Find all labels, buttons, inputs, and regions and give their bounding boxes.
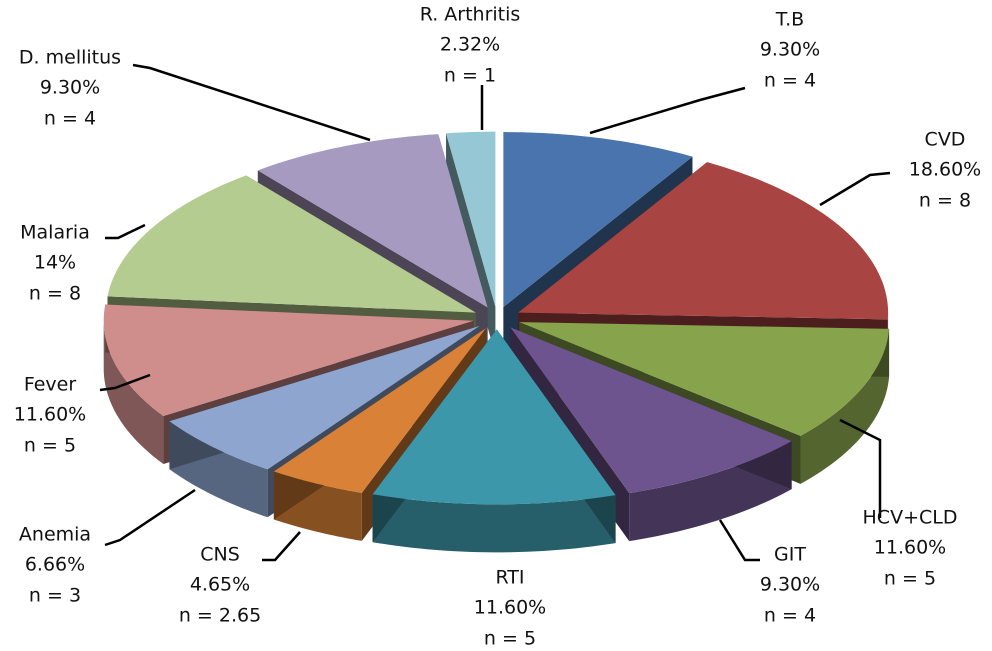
slice (257, 134, 488, 308)
slice (519, 322, 890, 436)
leader-line (99, 373, 151, 392)
slice (446, 131, 496, 307)
leader-line (132, 63, 371, 142)
slice-label: CVD (925, 129, 966, 151)
percent-label: 18.60% (909, 159, 981, 181)
percent-label: 11.60% (874, 537, 946, 559)
slice-label: RTI (495, 567, 524, 589)
slice (169, 325, 480, 470)
slice (510, 327, 792, 494)
slice (503, 132, 693, 308)
leader-line (718, 519, 760, 562)
slice (372, 329, 616, 505)
percent-label: 4.65% (190, 574, 250, 596)
slice (273, 328, 486, 493)
slice-side (800, 328, 890, 484)
leader-line (105, 223, 146, 240)
slice (518, 162, 889, 320)
slice-label: GIT (774, 544, 806, 566)
leader-line (589, 86, 746, 135)
leader-line (104, 488, 196, 547)
count-label: n = 3 (29, 585, 81, 607)
slice-label: R. Arthritis (420, 4, 521, 26)
count-label: n = 5 (884, 568, 936, 590)
percent-label: 11.60% (14, 404, 86, 426)
slice-label: D. mellitus (19, 47, 121, 69)
slice-label: CNS (200, 544, 240, 566)
slice (107, 175, 476, 313)
percent-label: 6.66% (25, 554, 85, 576)
slice-side (103, 320, 164, 465)
slice-label: Fever (24, 374, 77, 396)
count-label: n = 5 (24, 435, 76, 457)
count-label: n = 2.65 (179, 605, 261, 627)
slice-side (372, 494, 616, 553)
slice-label: HCV+CLD (863, 507, 958, 529)
slice-label: Malaria (20, 222, 90, 244)
percent-label: 9.30% (760, 39, 820, 61)
leader-line (839, 418, 882, 518)
percent-label: 11.60% (474, 597, 546, 619)
count-label: n = 4 (764, 70, 816, 92)
count-label: n = 8 (919, 190, 971, 212)
percent-label: 9.30% (40, 77, 100, 99)
count-label: n = 4 (764, 605, 816, 627)
count-label: n = 5 (484, 628, 536, 650)
percent-label: 2.32% (440, 34, 500, 56)
leader-line (262, 531, 301, 562)
slice-label: T.B (775, 9, 804, 31)
count-label: n = 4 (44, 108, 96, 130)
percent-label: 9.30% (760, 574, 820, 596)
slice-label: Anemia (19, 524, 91, 546)
leader-line (819, 171, 891, 207)
count-label: n = 8 (29, 283, 81, 305)
percent-label: 14% (34, 252, 76, 274)
slice (103, 304, 474, 417)
count-label: n = 1 (444, 65, 496, 87)
